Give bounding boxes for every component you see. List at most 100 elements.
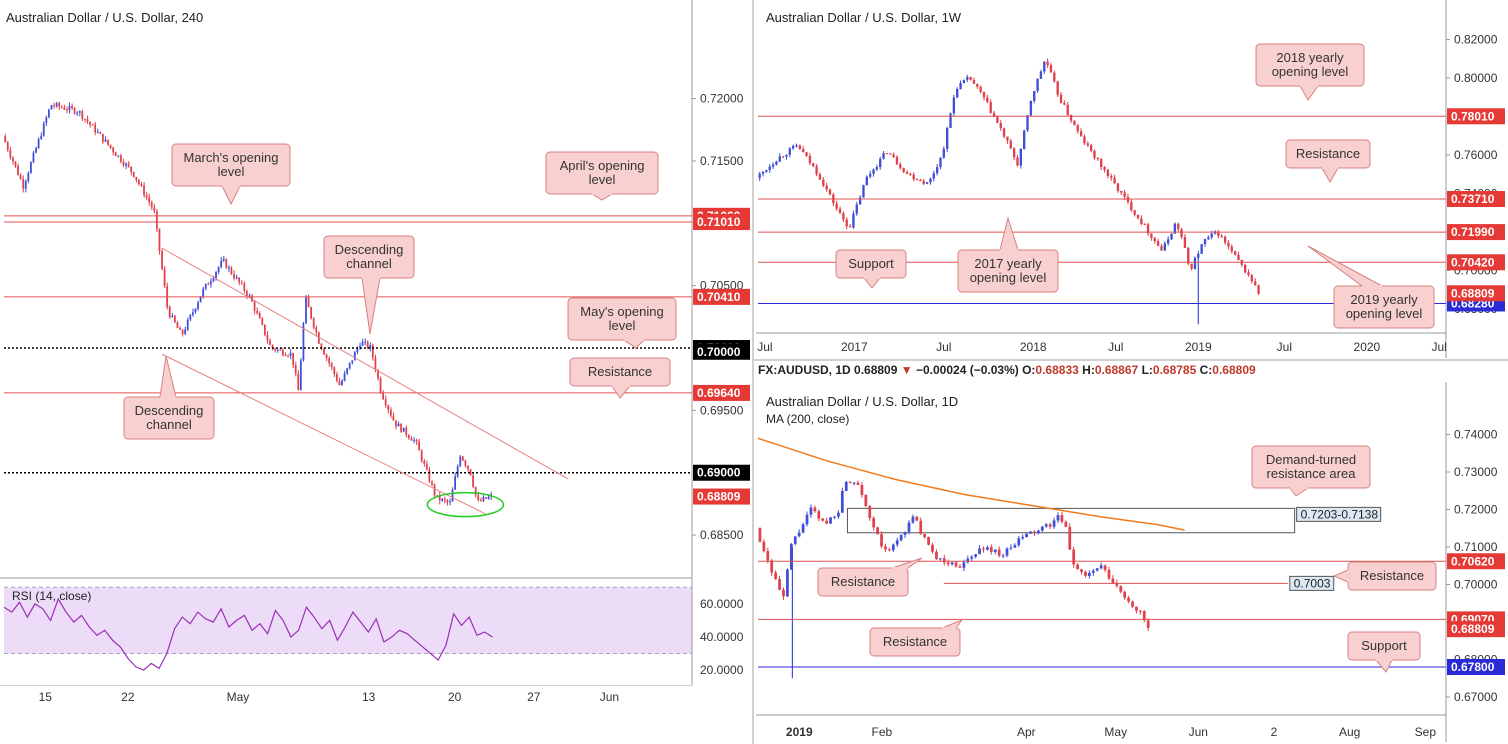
annotation-resistance: Resistance [569, 357, 671, 399]
bear-candle [181, 329, 184, 334]
bear-candle [1250, 275, 1254, 282]
price-level-tag-label: 0.71010 [697, 215, 741, 229]
price-axis-tick-label: 0.72000 [1454, 503, 1498, 517]
bull-candle [966, 77, 969, 80]
bear-candle [872, 518, 876, 528]
bull-candle [891, 544, 895, 551]
bear-candle [1093, 150, 1096, 158]
annotation-resistance-bottom: Resistance [869, 618, 964, 657]
bear-candle [838, 208, 842, 214]
bull-candle [855, 204, 858, 214]
bull-candle [1025, 533, 1029, 537]
short-level-tag-label: 0.7003 [1294, 576, 1331, 590]
bull-candle [791, 145, 795, 149]
callout-pointer [941, 618, 964, 629]
price-level-tag-label: 0.68809 [1451, 622, 1495, 636]
bear-candle [1223, 236, 1227, 243]
bear-candle [477, 495, 480, 501]
bear-candle [377, 370, 379, 379]
bear-candle [860, 484, 864, 495]
price-level-tag [693, 384, 750, 401]
bear-candle [895, 156, 899, 165]
bull-candle [35, 147, 37, 153]
bull-candle [865, 176, 868, 186]
bear-candle [207, 283, 210, 285]
callout-pointer [159, 355, 177, 398]
bear-candle [927, 536, 930, 545]
bear-candle [161, 250, 163, 269]
price-level-tag-label: 0.71990 [1451, 225, 1495, 239]
h4-chart[interactable]: 0.720000.715000.705000.695000.685000.710… [0, 0, 750, 685]
bull-candle [1173, 223, 1177, 234]
bull-candle [956, 89, 959, 98]
bull-candle [227, 267, 230, 269]
price-level-tag [693, 343, 750, 360]
price-level-tag [693, 488, 750, 505]
rsi-chart[interactable]: 60.0000 40.0000 20.0000 [0, 580, 750, 685]
bear-candle [371, 345, 374, 358]
bull-candle [1210, 233, 1213, 238]
callout-text: resistance area [1267, 466, 1357, 481]
bear-candle [766, 551, 770, 561]
bull-candle [950, 562, 954, 565]
callout-text: Resistance [588, 364, 652, 379]
bull-candle [1193, 257, 1197, 269]
bear-candle [802, 149, 805, 153]
bull-candle [343, 373, 346, 381]
bull-candle [341, 380, 343, 386]
d1-chart-panel[interactable]: 0.7203-0.7138 0.7003 0.74000 0.73000 0.72000… [756, 382, 1508, 744]
bear-candle [825, 520, 829, 524]
bear-candle [281, 349, 284, 355]
bull-candle [862, 185, 865, 198]
bear-candle [1100, 158, 1103, 167]
price-level-tag-label: 0.70420 [1451, 255, 1495, 269]
bear-candle [889, 153, 892, 155]
bull-candle [986, 547, 989, 550]
bull-candle [771, 164, 775, 167]
bear-candle [1046, 61, 1049, 66]
bear-candle [17, 166, 19, 176]
bear-candle [379, 378, 382, 393]
bear-candle [258, 313, 261, 319]
rsi-panel[interactable]: 60.0000 40.0000 20.0000 RSI (14, close) [0, 580, 750, 685]
ohlc-bar: FX:AUDUSD, 1D 0.68809 ▼ −0.00024 (−0.03%… [758, 363, 1498, 381]
d1-chart[interactable]: 0.7203-0.7138 0.7003 0.74000 0.73000 0.72000… [756, 382, 1508, 744]
w1-chart-panel[interactable]: 0.820000.800000.760000.740000.720000.700… [756, 0, 1508, 358]
bull-candle [785, 154, 788, 157]
bull-candle [186, 319, 189, 330]
d1-ma-legend: MA (200, close) [766, 412, 850, 426]
price-axis-tick-label: 0.71500 [700, 154, 744, 168]
bear-candle [292, 352, 295, 365]
bear-candle [856, 482, 860, 485]
bear-candle [997, 549, 1001, 556]
bear-candle [972, 80, 976, 84]
callout-box [817, 567, 909, 597]
bear-candle [1136, 214, 1140, 219]
bear-candle [137, 180, 140, 184]
bear-candle [14, 161, 17, 167]
bull-candle [184, 329, 187, 334]
bear-candle [1127, 597, 1130, 602]
h4-chart-panel[interactable]: 0.72000 0.71500 0.70500 0.69500 0.68500 0.710… [0, 0, 750, 685]
w1-chart[interactable]: 0.820000.800000.760000.740000.720000.700… [756, 0, 1508, 358]
bear-candle [1123, 591, 1127, 598]
time-axis-tick-label: Jul [1431, 340, 1446, 354]
bear-candle [798, 145, 802, 150]
bear-candle [1150, 233, 1153, 238]
bear-candle [145, 195, 148, 198]
callout-text: Resistance [883, 634, 947, 649]
bear-candle [479, 500, 482, 502]
price-level-tag [1447, 621, 1505, 638]
bear-candle [909, 173, 912, 175]
annotation-resistance-right: Resistance [1332, 561, 1437, 591]
callout-box [567, 297, 677, 341]
bear-candle [307, 297, 310, 308]
bull-candle [199, 296, 202, 303]
time-axis-tick-label: 20 [448, 690, 462, 704]
price-level-tag [693, 288, 750, 305]
bear-candle [935, 551, 938, 560]
time-axis-tick-label: 2020 [1354, 340, 1381, 354]
bear-candle [1113, 177, 1116, 184]
